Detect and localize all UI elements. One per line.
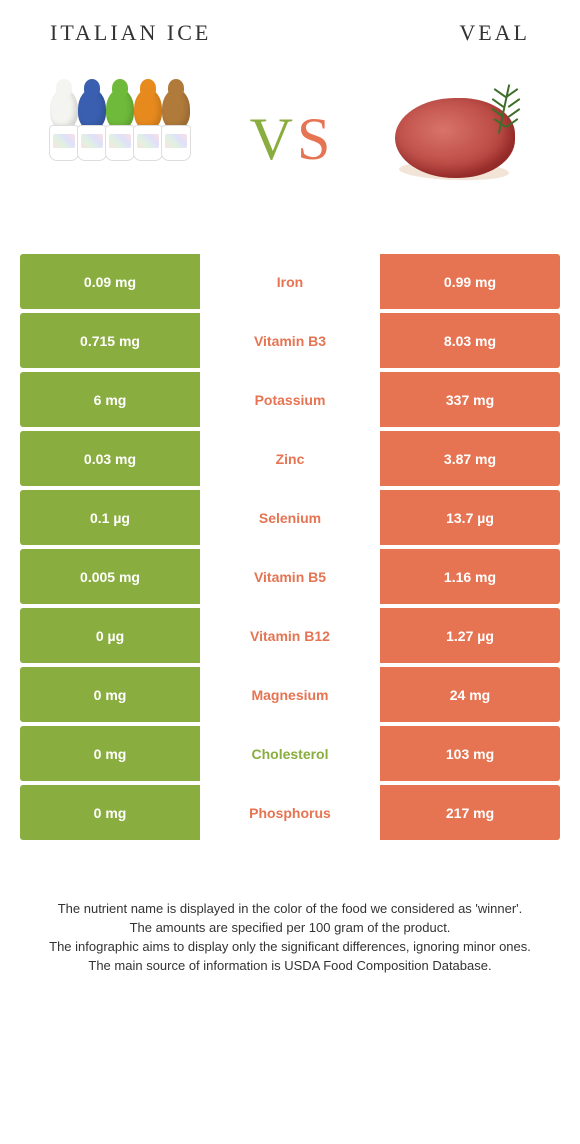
nutrient-row: 0 mgMagnesium24 mg (20, 667, 560, 722)
right-value: 103 mg (380, 726, 560, 781)
right-value: 24 mg (380, 667, 560, 722)
nutrient-row: 0 mgCholesterol103 mg (20, 726, 560, 781)
nutrient-name: Phosphorus (200, 785, 380, 840)
nutrient-name: Vitamin B5 (200, 549, 380, 604)
right-value: 337 mg (380, 372, 560, 427)
vs-s-letter: S (297, 105, 330, 174)
nutrient-row: 6 mgPotassium337 mg (20, 372, 560, 427)
nutrient-name: Magnesium (200, 667, 380, 722)
left-value: 6 mg (20, 372, 200, 427)
header-titles: Italian ice Veal (20, 20, 560, 46)
ice-cone (159, 89, 193, 189)
left-value: 0.005 mg (20, 549, 200, 604)
left-value: 0.09 mg (20, 254, 200, 309)
nutrient-name: Iron (200, 254, 380, 309)
left-value: 0 mg (20, 785, 200, 840)
nutrient-row: 0.715 mgVitamin B38.03 mg (20, 313, 560, 368)
left-value: 0.715 mg (20, 313, 200, 368)
right-value: 1.16 mg (380, 549, 560, 604)
nutrient-name: Potassium (200, 372, 380, 427)
nutrient-name: Vitamin B12 (200, 608, 380, 663)
footer-line: The main source of information is USDA F… (28, 957, 552, 976)
nutrient-comparison-table: 0.09 mgIron0.99 mg0.715 mgVitamin B38.03… (20, 254, 560, 840)
nutrient-name: Selenium (200, 490, 380, 545)
right-value: 13.7 µg (380, 490, 560, 545)
nutrient-row: 0 mgPhosphorus217 mg (20, 785, 560, 840)
veal-image (370, 74, 550, 204)
footer-line: The amounts are specified per 100 gram o… (28, 919, 552, 938)
vs-label: VS (250, 105, 331, 174)
left-value: 0.03 mg (20, 431, 200, 486)
right-value: 0.99 mg (380, 254, 560, 309)
right-value: 217 mg (380, 785, 560, 840)
nutrient-row: 0.03 mgZinc3.87 mg (20, 431, 560, 486)
footer-line: The nutrient name is displayed in the co… (28, 900, 552, 919)
hero-row: VS (20, 74, 560, 204)
infographic-container: Italian ice Veal VS (0, 0, 580, 1005)
right-value: 1.27 µg (380, 608, 560, 663)
right-value: 8.03 mg (380, 313, 560, 368)
left-value: 0 mg (20, 726, 200, 781)
nutrient-row: 0.1 µgSelenium13.7 µg (20, 490, 560, 545)
left-value: 0.1 µg (20, 490, 200, 545)
footer-line: The infographic aims to display only the… (28, 938, 552, 957)
nutrient-row: 0 µgVitamin B121.27 µg (20, 608, 560, 663)
italian-ice-image (30, 74, 210, 204)
nutrient-name: Cholesterol (200, 726, 380, 781)
nutrient-row: 0.09 mgIron0.99 mg (20, 254, 560, 309)
right-value: 3.87 mg (380, 431, 560, 486)
left-value: 0 µg (20, 608, 200, 663)
nutrient-name: Vitamin B3 (200, 313, 380, 368)
nutrient-row: 0.005 mgVitamin B51.16 mg (20, 549, 560, 604)
right-food-title: Veal (459, 20, 530, 46)
footer-notes: The nutrient name is displayed in the co… (20, 900, 560, 975)
vs-v-letter: V (250, 105, 293, 174)
nutrient-name: Zinc (200, 431, 380, 486)
left-value: 0 mg (20, 667, 200, 722)
left-food-title: Italian ice (50, 20, 211, 46)
